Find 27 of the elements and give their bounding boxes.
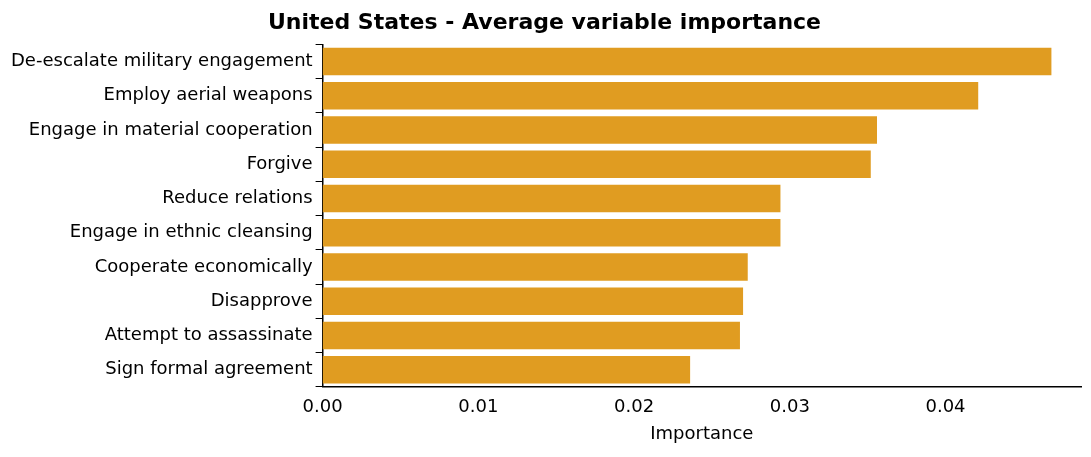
bar [322,150,871,178]
bar [322,355,691,384]
bar [322,184,781,213]
bar [322,287,744,315]
x-tick-label: 0.04 [925,395,966,417]
y-tick-label: Reduce relations [162,186,313,208]
y-tick-label: Engage in ethnic cleansing [69,220,313,242]
y-tick-label: De-escalate military engagement [11,49,313,71]
x-tick-label: 0.01 [458,395,499,417]
bar [322,253,748,281]
x-axis-title: Importance [650,421,754,443]
bar [322,82,979,110]
x-tick-label: 0.00 [302,395,343,417]
bar [322,219,781,247]
bar [322,47,1052,76]
chart-title: United States - Average variable importance [267,8,822,34]
y-tick-label: Cooperate economically [94,254,313,276]
y-tick-label: Employ aerial weapons [103,83,313,105]
bar [322,116,877,144]
x-tick-label: 0.02 [614,395,655,417]
y-tick-label: Attempt to assassinate [104,323,313,345]
x-tick-label: 0.03 [769,395,810,417]
y-tick-label: Sign formal agreement [105,357,313,379]
y-tick-label: Forgive [246,151,313,173]
bar [322,321,740,350]
y-tick-label: Disapprove [210,288,313,310]
y-tick-label: Engage in material cooperation [28,117,313,139]
